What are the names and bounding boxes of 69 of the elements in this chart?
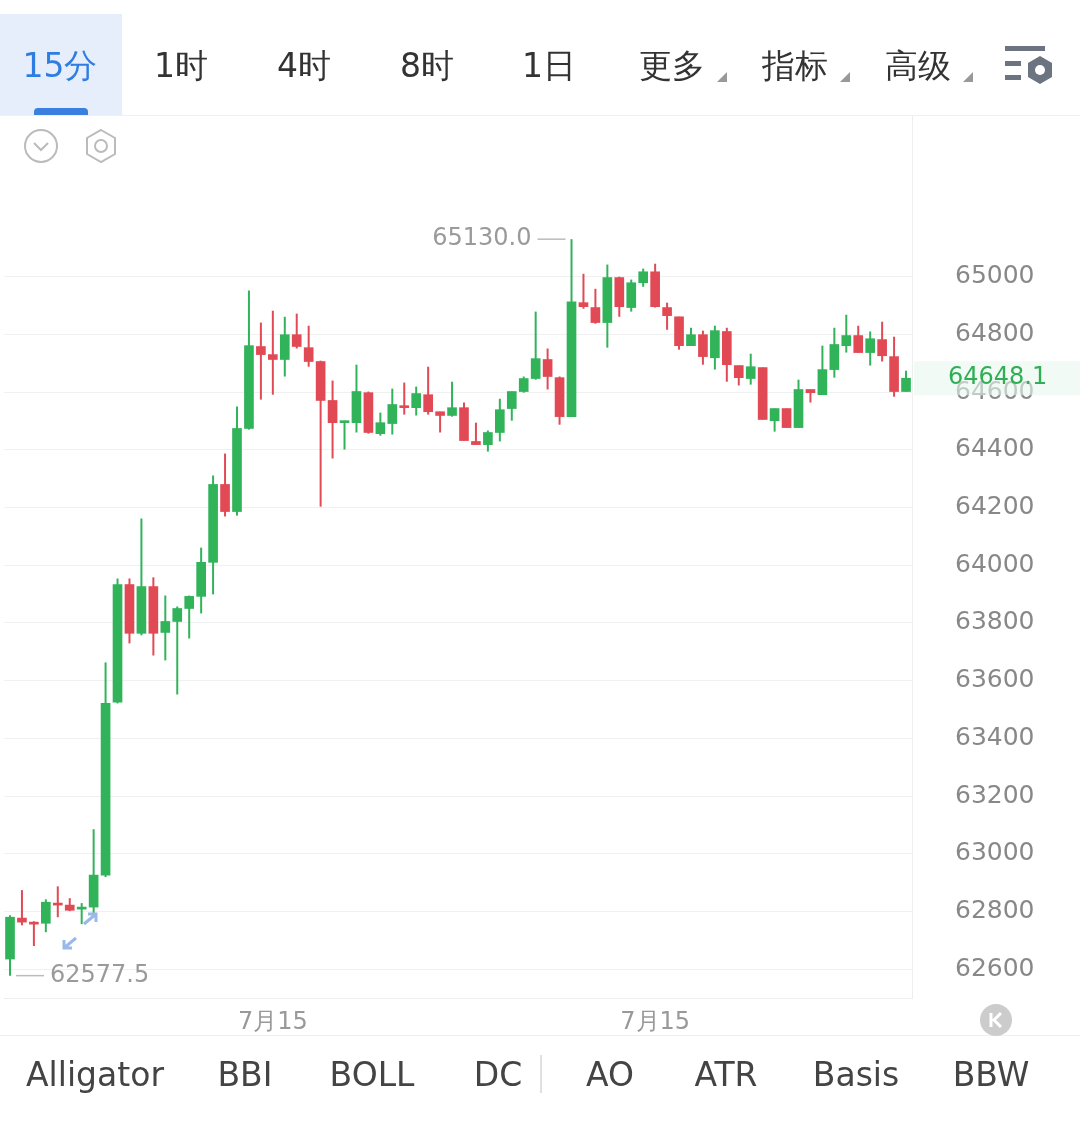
text: Alligator — [25, 1055, 165, 1094]
y-tick-label: 64200 — [955, 491, 1035, 521]
candlestick — [268, 309, 278, 396]
candlestick — [781, 407, 792, 429]
candlestick — [399, 381, 410, 416]
candlestick — [495, 397, 505, 443]
candlestick — [698, 329, 708, 366]
candlestick — [877, 320, 887, 363]
candlestick — [375, 411, 386, 437]
y-tick-label: 64400 — [955, 433, 1035, 463]
candlestick — [423, 365, 433, 416]
candlestick — [542, 347, 553, 391]
text: 指标 — [761, 45, 829, 87]
text: 高级 — [884, 45, 952, 87]
annotation: 62577.5 — [50, 959, 150, 988]
text: 4时 — [276, 45, 332, 87]
y-tick-label: 63000 — [955, 837, 1035, 867]
x-tick-label: 7月15 — [620, 1006, 691, 1035]
text: BBW — [951, 1055, 1031, 1094]
candlestick — [769, 407, 780, 433]
candlestick — [447, 380, 457, 418]
candlestick — [590, 287, 601, 325]
candlestick — [853, 324, 864, 354]
text: ATR — [693, 1055, 759, 1094]
y-tick-label: 63200 — [955, 779, 1035, 809]
text: 1日 — [521, 45, 577, 87]
text: BBI — [216, 1055, 274, 1094]
y-tick-label: 63400 — [955, 721, 1035, 751]
text: 更多 — [638, 45, 706, 87]
candlestick — [530, 310, 541, 381]
y-tick-label: 63800 — [955, 606, 1035, 636]
candlestick — [733, 364, 744, 387]
candlestick — [745, 352, 756, 386]
candlestick — [435, 410, 445, 434]
candlestick — [411, 385, 422, 417]
y-tick-label: 62600 — [955, 952, 1035, 982]
x-tick-label: 7月15 — [237, 1006, 308, 1035]
y-tick-label: 65000 — [955, 260, 1035, 290]
candlestick — [172, 605, 183, 696]
candlestick — [662, 301, 672, 331]
candlestick — [303, 324, 314, 368]
text: 1时 — [153, 45, 209, 87]
text: 8时 — [399, 45, 455, 87]
text: AO — [585, 1055, 635, 1094]
candlestick — [160, 594, 171, 662]
candlestick — [184, 594, 195, 640]
candlestick — [506, 390, 517, 422]
y-tick-label: 64000 — [955, 548, 1035, 578]
text: Basis — [811, 1055, 901, 1094]
candlestick — [327, 379, 338, 460]
candlestick — [256, 321, 266, 401]
y-tick-label: 63600 — [955, 664, 1035, 694]
candlestick — [471, 421, 481, 446]
text: BOLL — [328, 1055, 416, 1094]
candlestick — [638, 267, 649, 288]
candlestick — [41, 898, 51, 934]
candlestick — [483, 429, 493, 453]
y-tick-label: 64800 — [955, 317, 1035, 347]
y-tick-label: 62800 — [955, 894, 1035, 924]
candlestick — [901, 369, 911, 393]
candlestick — [291, 312, 302, 350]
candlestick — [339, 419, 350, 451]
candlestick — [865, 330, 876, 367]
text: 15分 — [21, 45, 99, 87]
candlestick — [578, 272, 589, 310]
text: DC — [472, 1055, 524, 1094]
candlestick — [387, 387, 398, 436]
candlestick — [841, 313, 852, 354]
annotation: 65130.0 — [432, 223, 532, 252]
